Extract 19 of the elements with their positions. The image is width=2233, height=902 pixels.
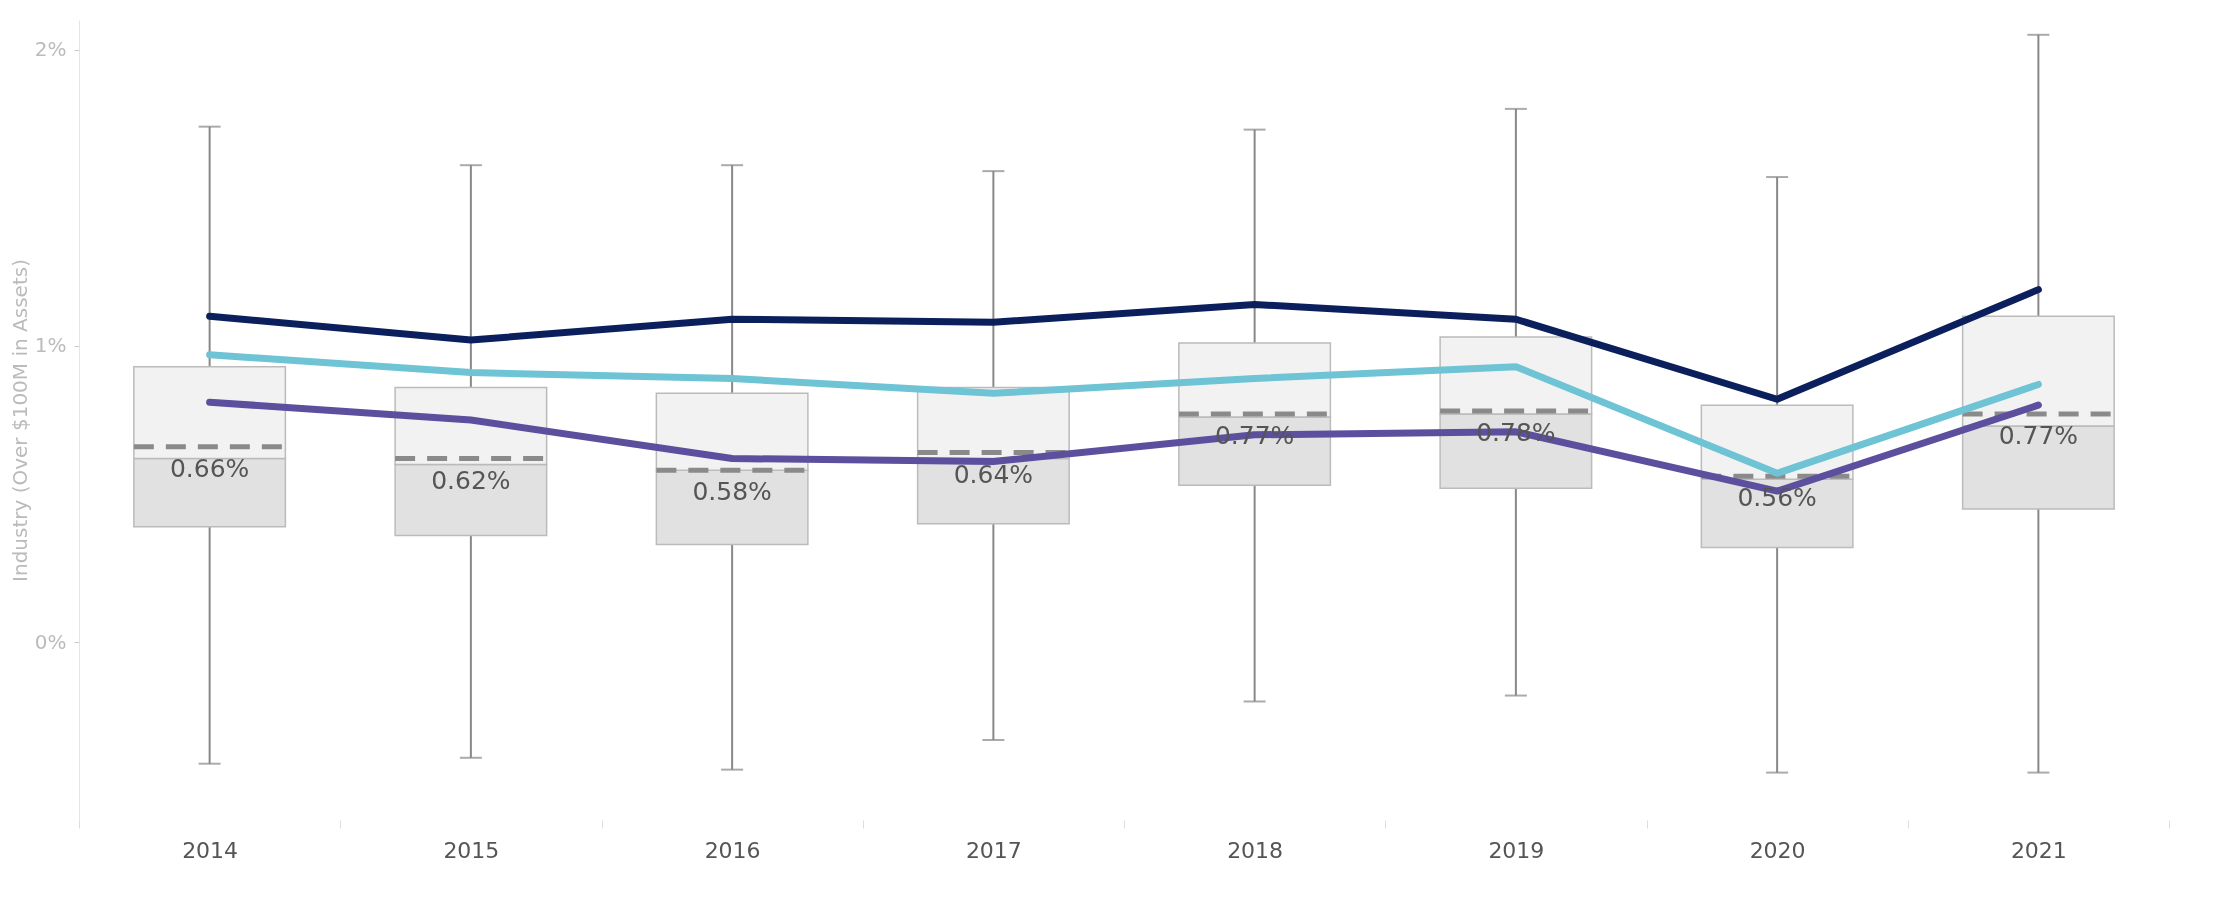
x-tick-label: 2020 <box>1749 837 1806 863</box>
y-axis-title: Industry (Over $100M in Assets) <box>7 259 32 582</box>
annotation: 0.64% <box>953 459 1034 489</box>
x-tick-label: 2021 <box>2010 837 2067 863</box>
annotation: 0.56% <box>1737 483 1817 513</box>
x-tick-label: 2016 <box>704 837 761 863</box>
y-tick-label: 0% <box>34 629 67 654</box>
x-tick-label: 2017 <box>965 837 1022 863</box>
y-tick-label: 2% <box>34 37 67 62</box>
annotation: 0.78% <box>1476 418 1556 448</box>
x-tick-label: 2015 <box>443 837 500 863</box>
annotation: 0.77% <box>1998 421 2079 451</box>
x-tick-label: 2014 <box>182 837 239 863</box>
x-tick-label: 2018 <box>1227 837 1284 863</box>
y-tick-label: 1% <box>34 333 67 358</box>
x-tick-label: 2019 <box>1488 837 1545 863</box>
annotation: 0.66% <box>169 453 250 483</box>
annotation: 0.58% <box>692 477 772 507</box>
annotation: 0.62% <box>431 465 511 495</box>
